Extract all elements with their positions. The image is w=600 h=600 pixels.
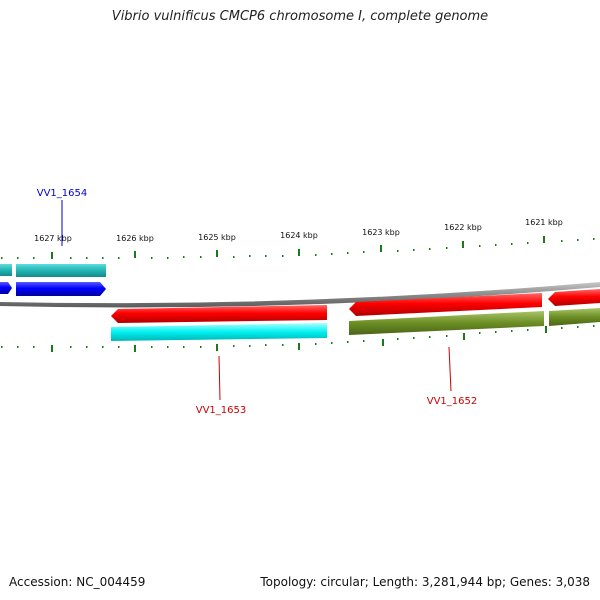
scale-label: 1625 kbp	[198, 233, 236, 242]
top-scale-labels: 1627 kbp 1626 kbp 1625 kbp 1624 kbp 1623…	[34, 218, 563, 243]
scale-label: 1623 kbp	[362, 228, 400, 237]
leader-line-vv1-1652	[448, 346, 452, 392]
gene-label-vv1-1654[interactable]: VV1_1654	[37, 188, 88, 199]
gene-label-vv1-1653[interactable]: VV1_1653	[196, 405, 247, 416]
cds-cyan-vv1-1653	[111, 323, 327, 341]
scale-label: 1626 kbp	[116, 234, 154, 243]
scale-label: 1627 kbp	[34, 234, 72, 243]
scale-label: 1621 kbp	[525, 218, 563, 227]
genome-summary-text: Topology: circular; Length: 3,281,944 bp…	[260, 575, 590, 589]
cds-olive-edge	[549, 308, 600, 326]
top-scale	[1, 236, 595, 259]
scale-label: 1624 kbp	[280, 231, 318, 240]
gene-forward-vv1-1654	[16, 282, 106, 296]
gene-label-vv1-1652[interactable]: VV1_1652	[427, 396, 478, 407]
chromosome-backbone	[0, 282, 600, 308]
bottom-scale	[1, 325, 595, 352]
gene-reverse-vv1-1652	[349, 293, 542, 316]
cds-teal-edge	[0, 264, 12, 276]
genome-title: Vibrio vulnificus CMCP6 chromosome I, co…	[111, 9, 489, 24]
cds-olive-vv1-1652	[349, 311, 544, 335]
gene-reverse-edge	[548, 289, 600, 306]
gene-reverse-vv1-1653	[111, 305, 327, 323]
gene-forward-edge	[0, 282, 12, 294]
accession-text: Accession: NC_004459	[9, 575, 146, 589]
scale-label: 1622 kbp	[444, 223, 482, 232]
cds-teal-vv1-1654	[16, 264, 106, 277]
leader-line-vv1-1653	[218, 355, 221, 401]
